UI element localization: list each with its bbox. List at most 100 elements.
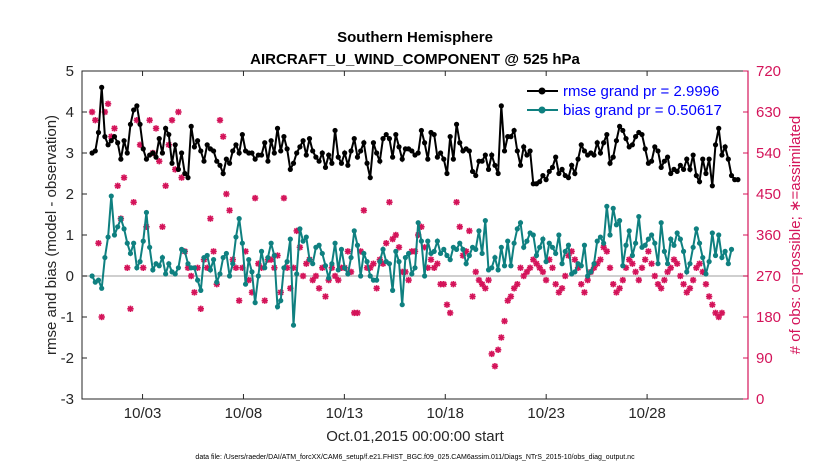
bias-point bbox=[524, 238, 530, 244]
obs-count-marker bbox=[552, 281, 559, 288]
obs-marker-stroke bbox=[482, 285, 489, 292]
rmse-point bbox=[166, 131, 172, 138]
rmse-point bbox=[284, 146, 290, 152]
obs-count-marker bbox=[606, 264, 614, 271]
obs-count-marker bbox=[485, 276, 492, 284]
y-tick-label: -1 bbox=[61, 309, 74, 326]
obs-marker-stroke bbox=[405, 277, 412, 284]
obs-count-marker bbox=[191, 289, 198, 296]
obs-count-marker bbox=[168, 117, 176, 124]
y-tick-label: 1 bbox=[66, 227, 74, 244]
obs-marker-stroke bbox=[718, 309, 725, 316]
rmse-point bbox=[134, 103, 140, 109]
obs-count-marker bbox=[667, 264, 674, 271]
obs-marker-stroke bbox=[667, 264, 674, 271]
obs-marker-stroke bbox=[533, 260, 540, 267]
obs-count-marker bbox=[709, 301, 716, 308]
bias-point bbox=[143, 209, 150, 216]
rmse-point bbox=[722, 144, 728, 150]
rmse-point bbox=[338, 160, 345, 166]
rmse-point bbox=[233, 142, 239, 148]
obs-marker-stroke bbox=[169, 117, 175, 124]
obs-marker-stroke bbox=[232, 264, 239, 271]
obs-marker-stroke bbox=[578, 281, 585, 288]
obs-count-marker bbox=[104, 100, 112, 107]
obs-marker-stroke bbox=[223, 191, 230, 197]
rmse-point bbox=[316, 158, 322, 164]
bias-point bbox=[124, 240, 130, 246]
bias-point bbox=[294, 271, 300, 277]
bias-point bbox=[281, 265, 287, 271]
bias-point bbox=[268, 240, 274, 246]
obs-marker-stroke bbox=[344, 248, 351, 255]
bias-point bbox=[147, 244, 153, 250]
rmse-point bbox=[121, 138, 127, 144]
rmse-point bbox=[169, 160, 175, 166]
obs-count-marker bbox=[370, 260, 377, 267]
rmse-point bbox=[326, 152, 332, 158]
rmse-point bbox=[501, 148, 508, 154]
rmse-point bbox=[159, 150, 166, 156]
rmse-point bbox=[431, 131, 437, 138]
rmse-point bbox=[287, 166, 293, 172]
bias-point bbox=[652, 240, 658, 246]
bias-point bbox=[220, 254, 226, 261]
rmse-point bbox=[265, 158, 271, 164]
bias-point bbox=[140, 238, 146, 244]
rmse-point bbox=[687, 166, 693, 172]
bias-point bbox=[591, 261, 597, 267]
rmse-point bbox=[610, 154, 616, 160]
bias-point bbox=[687, 261, 693, 267]
obs-marker-stroke bbox=[651, 273, 658, 279]
bias-point bbox=[476, 228, 482, 234]
obs-marker-stroke bbox=[603, 248, 610, 255]
rmse-point bbox=[393, 131, 399, 138]
bias-point bbox=[223, 250, 229, 257]
obs-marker-stroke bbox=[485, 277, 492, 284]
bias-point bbox=[284, 259, 290, 265]
rmse-point bbox=[546, 168, 552, 175]
rmse-point bbox=[274, 125, 281, 131]
obs-marker-stroke bbox=[453, 199, 460, 206]
obs-marker-stroke bbox=[712, 309, 719, 316]
obs-marker-stroke bbox=[252, 195, 259, 202]
obs-marker-stroke bbox=[600, 244, 607, 251]
obs-marker-stroke bbox=[105, 100, 112, 107]
bias-point bbox=[693, 226, 699, 232]
bias-point bbox=[262, 265, 268, 271]
footer-data-file: data file: /Users/raeder/DAI/ATM_forcXX/… bbox=[195, 454, 635, 461]
obs-marker-stroke bbox=[447, 309, 454, 316]
bias-point bbox=[156, 263, 162, 269]
y-tick-label: -3 bbox=[61, 391, 74, 408]
rmse-point bbox=[700, 156, 706, 162]
obs-count-marker bbox=[686, 285, 694, 292]
y-right-tick-label: 360 bbox=[756, 227, 781, 244]
y-right-tick-label: 540 bbox=[756, 145, 781, 162]
obs-count-marker bbox=[226, 207, 233, 214]
bias-point bbox=[642, 242, 648, 248]
bias-point bbox=[594, 238, 600, 244]
bias-point bbox=[712, 252, 719, 259]
obs-count-marker bbox=[156, 158, 163, 165]
obs-count-marker bbox=[188, 272, 195, 280]
obs-marker-stroke bbox=[619, 277, 626, 284]
obs-marker-stroke bbox=[514, 281, 521, 288]
rmse-point bbox=[652, 144, 658, 150]
y-tick-label: 2 bbox=[66, 186, 74, 203]
obs-count-marker bbox=[677, 272, 684, 280]
obs-marker-stroke bbox=[312, 273, 319, 279]
rmse-point bbox=[716, 125, 722, 131]
bias-point bbox=[553, 250, 559, 257]
obs-marker-stroke bbox=[642, 256, 649, 263]
rmse-point bbox=[437, 150, 444, 156]
bias-point bbox=[300, 238, 306, 244]
bias-point bbox=[134, 265, 140, 271]
obs-marker-stroke bbox=[671, 256, 677, 263]
obs-count-marker bbox=[626, 256, 633, 263]
rmse-point bbox=[297, 144, 303, 150]
bias-point bbox=[530, 232, 536, 238]
rmse-point bbox=[591, 152, 597, 158]
bias-point bbox=[457, 240, 463, 246]
bias-point bbox=[396, 259, 402, 265]
